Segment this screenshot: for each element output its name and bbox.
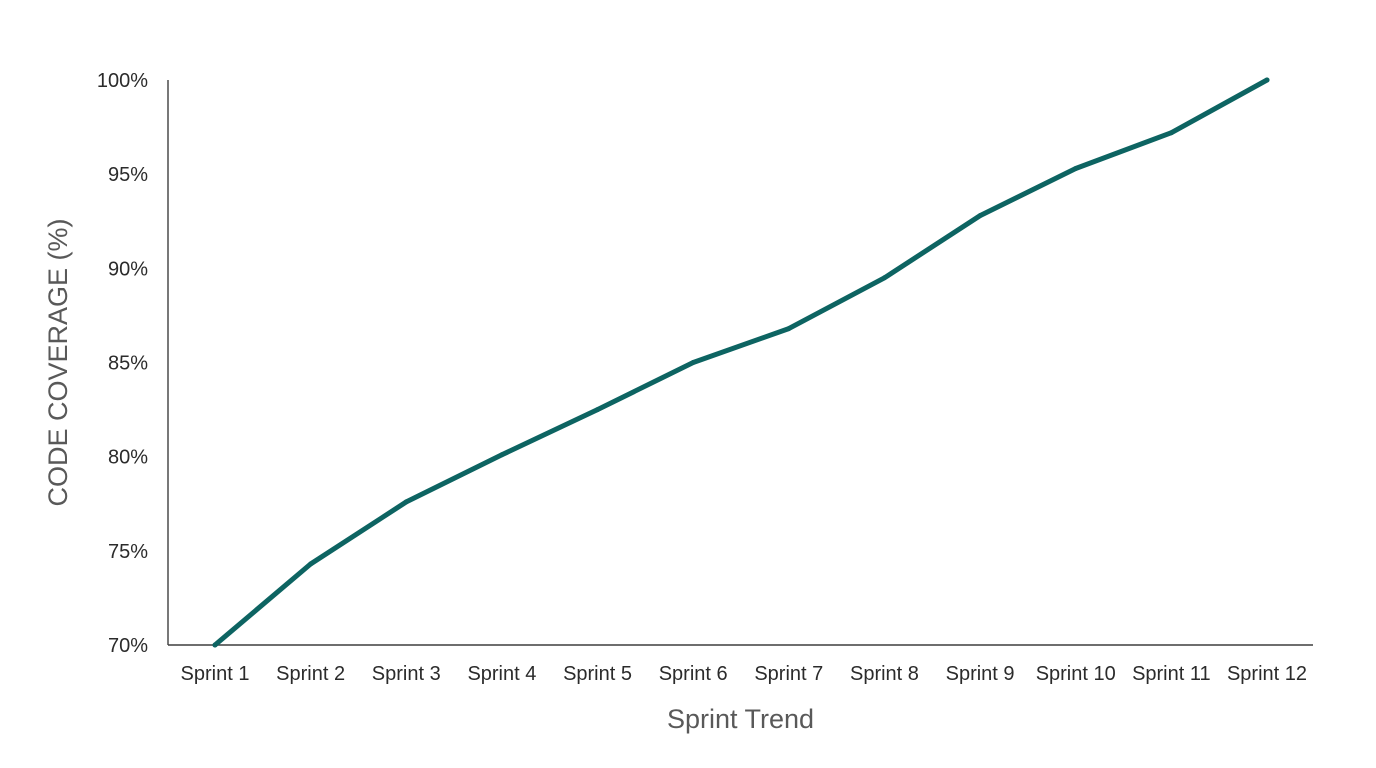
x-tick-label: Sprint 1 xyxy=(181,663,250,685)
x-tick-label: Sprint 3 xyxy=(372,663,441,685)
x-tick-labels: Sprint 1 Sprint 2 Sprint 3 Sprint 4 Sprint 5… xyxy=(181,663,1308,685)
x-tick-label: Sprint 12 xyxy=(1227,663,1307,685)
y-tick-label: 80% xyxy=(108,447,148,469)
x-tick-label: Sprint 5 xyxy=(563,663,632,685)
data-point xyxy=(499,452,505,458)
data-point xyxy=(1264,77,1270,83)
data-point xyxy=(1073,166,1079,172)
y-tick-label: 95% xyxy=(108,164,148,186)
y-tick-labels: 70% 75% 80% 85% 90% 95% 100% xyxy=(97,70,148,657)
data-point xyxy=(308,561,314,567)
x-tick-label: Sprint 2 xyxy=(276,663,345,685)
y-tick-label: 85% xyxy=(108,353,148,375)
series-layer xyxy=(212,77,1270,648)
data-point xyxy=(977,213,983,219)
x-axis-title: Sprint Trend xyxy=(667,704,814,734)
y-axis-title: CODE COVERAGE (%) xyxy=(43,218,73,506)
data-point xyxy=(403,499,409,505)
x-tick-label: Sprint 7 xyxy=(754,663,823,685)
series-line xyxy=(212,77,1270,648)
y-tick-label: 70% xyxy=(108,635,148,657)
y-tick-label: 90% xyxy=(108,258,148,280)
x-tick-label: Sprint 11 xyxy=(1132,663,1211,685)
data-point xyxy=(212,642,218,648)
data-point xyxy=(786,326,792,332)
y-tick-label: 100% xyxy=(97,70,148,92)
x-tick-label: Sprint 10 xyxy=(1036,663,1116,685)
x-tick-label: Sprint 6 xyxy=(659,663,728,685)
data-point xyxy=(595,407,601,413)
x-tick-label: Sprint 8 xyxy=(850,663,919,685)
data-point xyxy=(881,275,887,281)
data-point xyxy=(690,360,696,365)
data-point xyxy=(1168,130,1174,136)
x-tick-label: Sprint 9 xyxy=(946,663,1015,685)
y-tick-label: 75% xyxy=(108,541,148,563)
x-tick-label: Sprint 4 xyxy=(467,663,536,685)
